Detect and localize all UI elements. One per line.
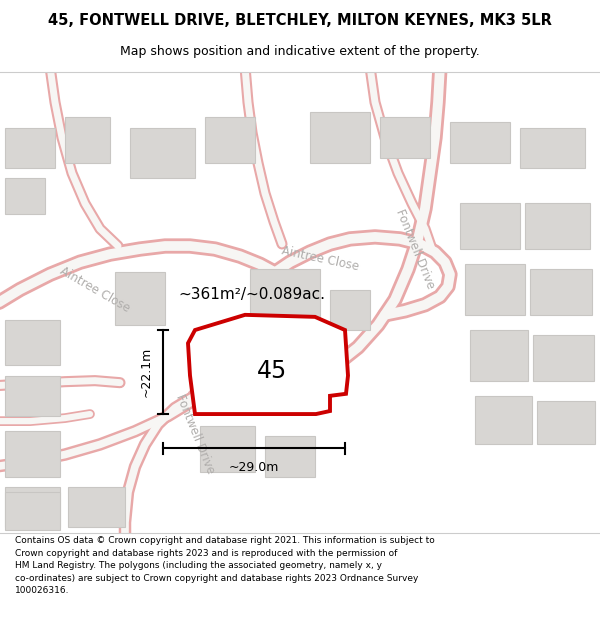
- Polygon shape: [470, 330, 528, 381]
- Polygon shape: [5, 487, 60, 528]
- Text: Aintree Close: Aintree Close: [58, 264, 133, 315]
- Polygon shape: [65, 118, 110, 163]
- Polygon shape: [537, 401, 595, 444]
- Text: Contains OS data © Crown copyright and database right 2021. This information is : Contains OS data © Crown copyright and d…: [15, 536, 435, 595]
- Polygon shape: [330, 289, 370, 330]
- Polygon shape: [265, 436, 315, 477]
- Polygon shape: [475, 396, 532, 444]
- Text: ~361m²/~0.089ac.: ~361m²/~0.089ac.: [178, 287, 325, 302]
- Polygon shape: [68, 487, 125, 528]
- Polygon shape: [5, 431, 60, 477]
- Polygon shape: [530, 269, 592, 315]
- Polygon shape: [5, 376, 60, 416]
- Polygon shape: [5, 127, 55, 168]
- Polygon shape: [460, 204, 520, 249]
- Polygon shape: [465, 264, 525, 315]
- Text: 45: 45: [257, 359, 287, 382]
- Text: Aintree Close: Aintree Close: [280, 244, 360, 274]
- Text: Map shows position and indicative extent of the property.: Map shows position and indicative extent…: [120, 45, 480, 58]
- Text: ~29.0m: ~29.0m: [229, 461, 279, 474]
- Text: Fontwell Drive: Fontwell Drive: [173, 392, 217, 476]
- Polygon shape: [5, 320, 60, 366]
- Polygon shape: [130, 127, 195, 178]
- Polygon shape: [188, 315, 348, 414]
- Polygon shape: [115, 272, 165, 325]
- Polygon shape: [5, 492, 60, 531]
- Polygon shape: [450, 122, 510, 163]
- Polygon shape: [250, 269, 320, 320]
- Text: Fontwell Drive: Fontwell Drive: [393, 208, 437, 291]
- Polygon shape: [5, 178, 45, 214]
- Polygon shape: [533, 335, 594, 381]
- Text: ~22.1m: ~22.1m: [140, 347, 153, 397]
- Polygon shape: [200, 426, 255, 472]
- Polygon shape: [525, 204, 590, 249]
- Text: 45, FONTWELL DRIVE, BLETCHLEY, MILTON KEYNES, MK3 5LR: 45, FONTWELL DRIVE, BLETCHLEY, MILTON KE…: [48, 12, 552, 28]
- Polygon shape: [205, 118, 255, 163]
- Polygon shape: [380, 118, 430, 158]
- Polygon shape: [520, 127, 585, 168]
- Polygon shape: [310, 112, 370, 163]
